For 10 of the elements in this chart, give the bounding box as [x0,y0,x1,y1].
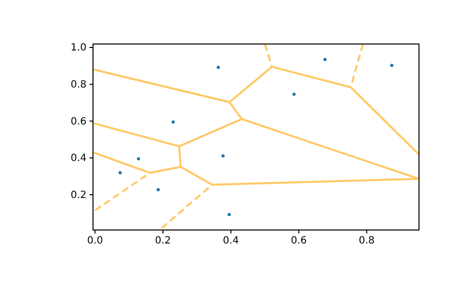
y-tick-label: 0.8 [70,79,86,90]
y-tick-label: 0.2 [70,190,86,201]
x-tick-label: 0.4 [222,236,239,247]
y-tick-label: 0.4 [70,153,86,164]
y-tick-label: 0.6 [70,116,86,128]
y-tick-label: 1.0 [70,42,86,54]
x-tick-label: 0.2 [155,236,171,247]
x-tick-label: 0.8 [358,236,375,247]
x-tick-label: 0.0 [87,236,103,247]
x-tick-label: 0.6 [290,236,307,247]
